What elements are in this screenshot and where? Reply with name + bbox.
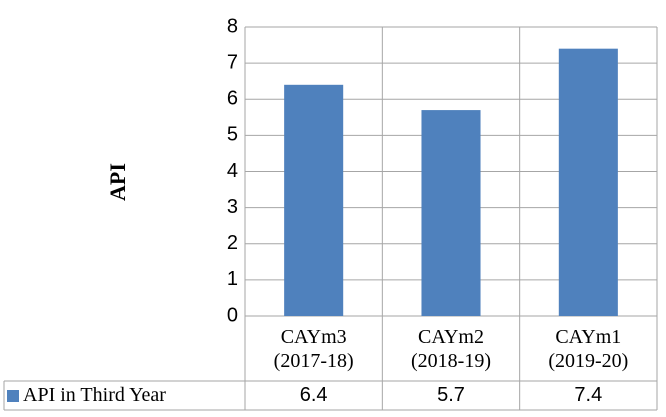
bar (421, 110, 481, 317)
y-axis-title: API (105, 163, 130, 201)
y-tick-label: 6 (227, 88, 238, 110)
y-tick-label: 1 (227, 268, 238, 290)
bar (284, 84, 344, 316)
legend-swatch (7, 389, 19, 402)
y-tick-label: 0 (227, 304, 238, 326)
y-tick-label: 5 (227, 124, 238, 146)
x-tick-label: CAYm2 (2018-19) (411, 326, 491, 372)
y-tick-label: 7 (227, 51, 238, 73)
data-label: 5.7 (437, 384, 465, 406)
y-tick-label: 4 (227, 160, 238, 182)
data-label: 6.4 (299, 384, 328, 406)
y-tick-label: 8 (227, 15, 238, 37)
data-label: 7.4 (574, 384, 603, 406)
y-tick-label: 3 (227, 196, 238, 218)
x-tick-label: CAYm1 (2019-20) (548, 326, 629, 372)
legend-entry: API in Third Year (4, 381, 245, 410)
y-tick-label: 2 (227, 232, 238, 254)
bar (558, 48, 618, 317)
x-tick-label: CAYm3 (2017-18) (273, 326, 354, 372)
legend-label: API in Third Year (23, 384, 166, 406)
